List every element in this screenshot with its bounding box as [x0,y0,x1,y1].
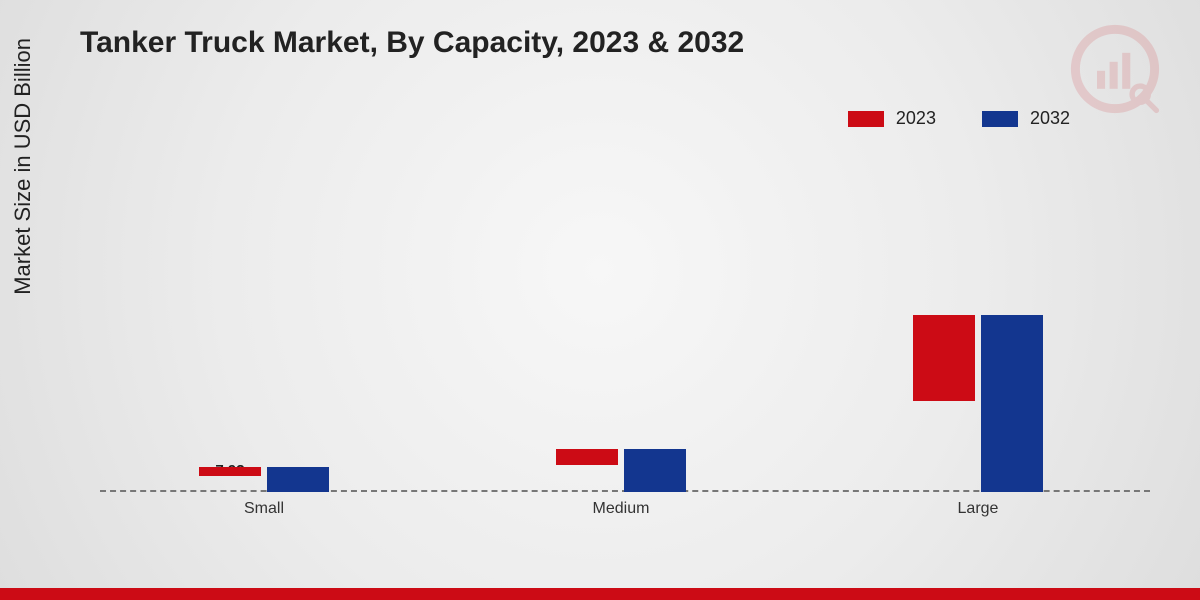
legend-item-2023: 2023 [848,108,936,129]
footer-bar [0,588,1200,600]
legend: 2023 2032 [848,108,1070,129]
bar [981,315,1043,492]
plot-area: 7.93SmallMediumLarge [100,150,1150,540]
bar [913,315,975,401]
x-axis-label: Medium [541,500,701,518]
legend-label-2032: 2032 [1030,108,1070,129]
x-axis-label: Large [898,500,1058,518]
bar [556,449,618,465]
bar [624,449,686,492]
legend-label-2023: 2023 [896,108,936,129]
watermark-logo-icon [1070,24,1160,114]
x-axis-label: Small [184,500,344,518]
legend-swatch-2023 [848,111,884,127]
page-title: Tanker Truck Market, By Capacity, 2023 &… [80,26,744,60]
bar [267,467,329,492]
y-axis-label: Market Size in USD Billion [10,38,36,295]
legend-swatch-2032 [982,111,1018,127]
legend-item-2032: 2032 [982,108,1070,129]
bar-group [898,315,1058,492]
bar-group [184,467,344,492]
bar-group [541,449,701,492]
bar [199,467,261,476]
chart-container: Tanker Truck Market, By Capacity, 2023 &… [0,0,1200,600]
